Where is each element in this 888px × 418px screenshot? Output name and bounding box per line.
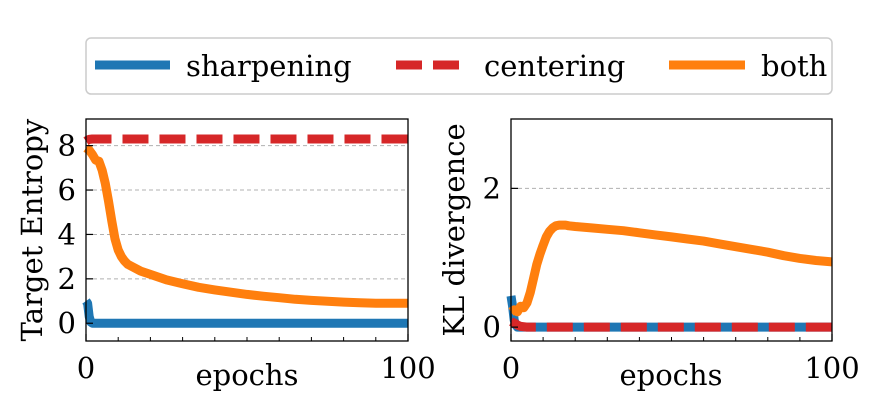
x-tick-label: 0 <box>502 351 520 385</box>
chart-target-entropy: 0 2 4 6 8 0 100 epochs Target Entropy <box>15 118 436 392</box>
x-axis-label: epochs <box>620 358 723 392</box>
chart-kl-divergence: 0 2 0 100 epochs KL divergence <box>437 118 860 392</box>
legend-label-sharpening: sharpening <box>186 49 352 83</box>
y-tick-label: 0 <box>483 310 501 344</box>
y-tick-label: 6 <box>58 173 76 207</box>
series-line-both <box>508 220 833 317</box>
series-line-centering <box>509 317 832 332</box>
series-line-sharpening <box>506 295 832 332</box>
legend-label-both: both <box>761 49 827 83</box>
legend: sharpening centering both <box>85 37 833 95</box>
series-line-both <box>83 144 408 308</box>
axis-ticks: 0 2 4 6 8 0 100 <box>58 129 436 385</box>
x-tick-label: 0 <box>77 351 95 385</box>
plot-frame <box>510 118 833 342</box>
y-tick-label: 0 <box>58 306 76 340</box>
y-tick-label: 2 <box>58 262 76 296</box>
y-axis-label: Target Entropy <box>15 118 49 341</box>
plot-frame <box>85 118 409 342</box>
y-tick-label: 8 <box>58 129 76 163</box>
y-tick-label: 2 <box>483 171 501 205</box>
series-line-sharpening <box>82 298 408 328</box>
x-tick-label: 100 <box>380 351 435 385</box>
legend-label-centering: centering <box>484 49 625 83</box>
series-lines <box>506 220 833 332</box>
x-tick-label: 100 <box>804 351 859 385</box>
axis-ticks: 0 2 0 100 <box>483 171 860 385</box>
series-line-centering <box>83 134 408 145</box>
x-axis-label: epochs <box>196 358 299 392</box>
y-axis-label: KL divergence <box>437 123 471 336</box>
y-tick-label: 4 <box>58 217 76 251</box>
series-lines <box>82 134 408 328</box>
